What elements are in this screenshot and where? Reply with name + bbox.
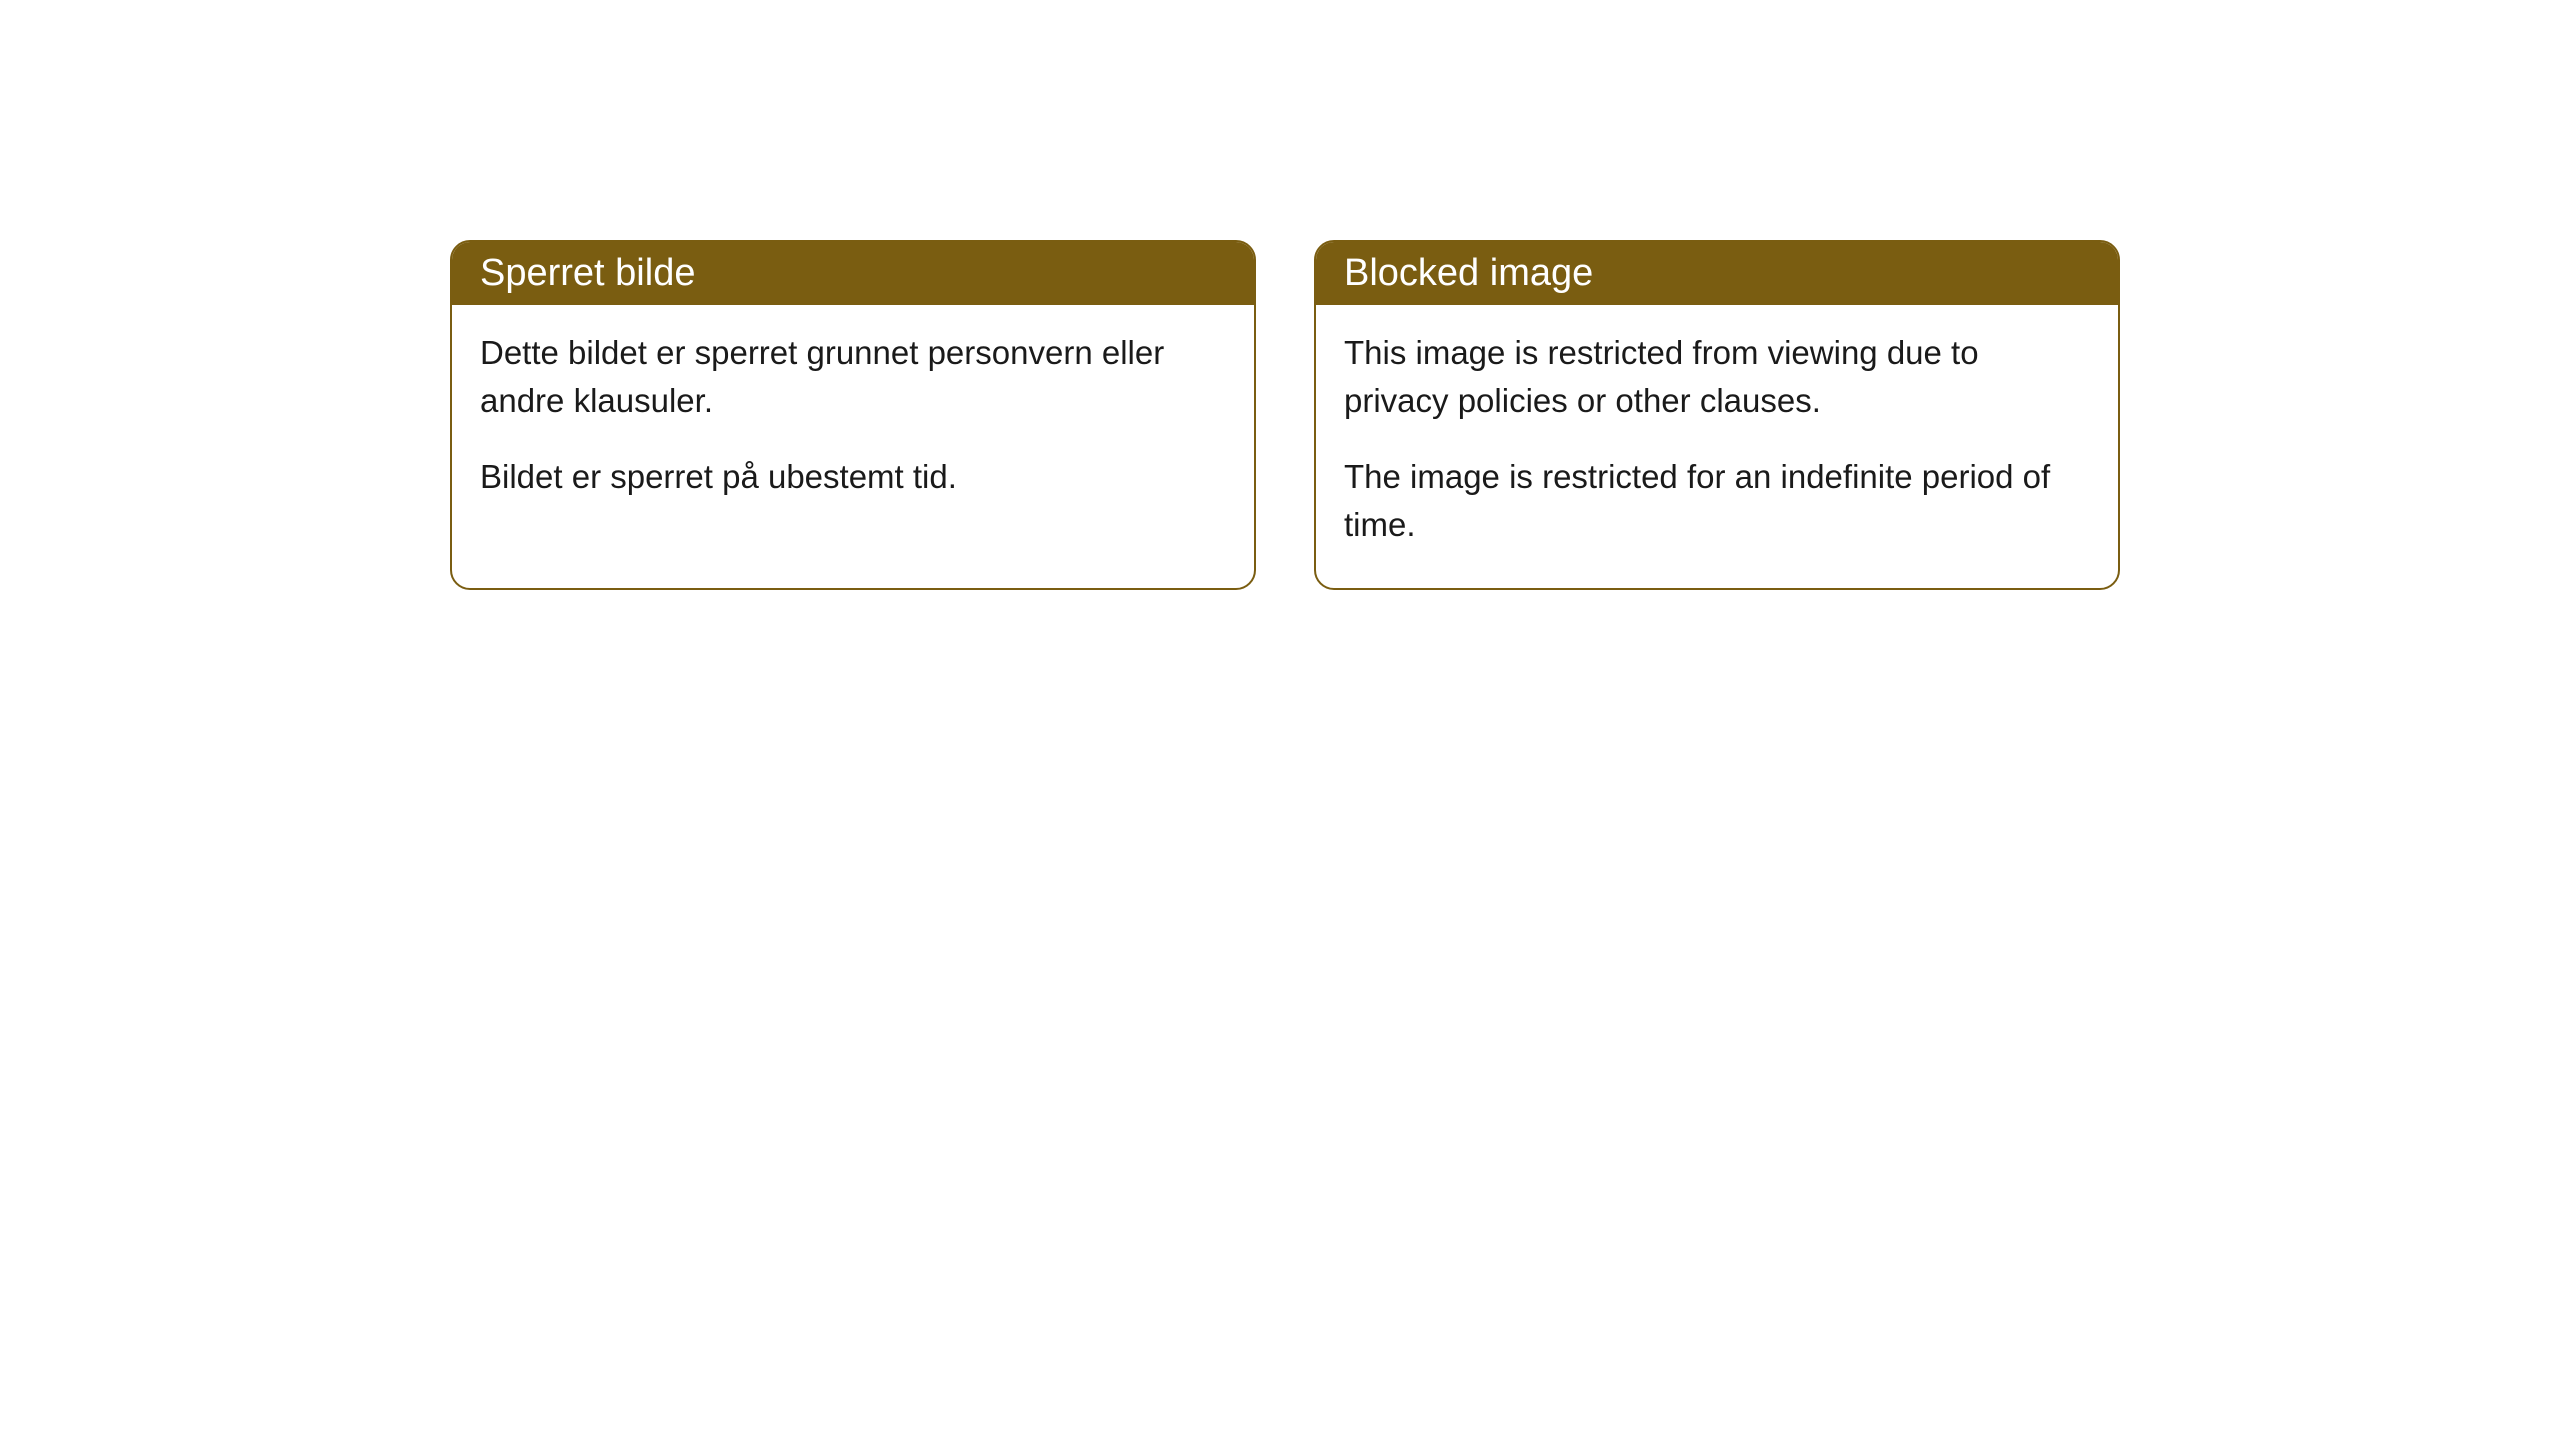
notice-paragraph-1-english: This image is restricted from viewing du…: [1344, 329, 2090, 425]
notice-paragraph-1-norwegian: Dette bildet er sperret grunnet personve…: [480, 329, 1226, 425]
notice-paragraph-2-norwegian: Bildet er sperret på ubestemt tid.: [480, 453, 1226, 501]
notice-header-norwegian: Sperret bilde: [452, 242, 1254, 305]
notice-body-english: This image is restricted from viewing du…: [1316, 305, 2118, 588]
notice-body-norwegian: Dette bildet er sperret grunnet personve…: [452, 305, 1254, 541]
notice-title-english: Blocked image: [1344, 252, 1593, 294]
notice-header-english: Blocked image: [1316, 242, 2118, 305]
notice-title-norwegian: Sperret bilde: [480, 252, 695, 294]
notice-card-norwegian: Sperret bilde Dette bildet er sperret gr…: [450, 240, 1256, 590]
notice-card-english: Blocked image This image is restricted f…: [1314, 240, 2120, 590]
notice-paragraph-2-english: The image is restricted for an indefinit…: [1344, 453, 2090, 549]
notice-container: Sperret bilde Dette bildet er sperret gr…: [0, 0, 2560, 590]
